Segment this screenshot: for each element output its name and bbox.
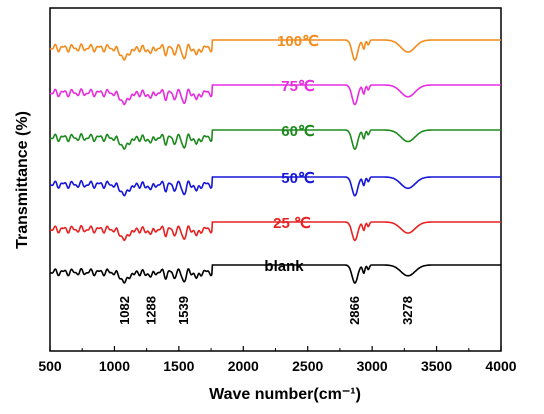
peak-label: 1539 [176,296,191,325]
x-axis-title: Wave number(cm⁻¹) [209,386,361,403]
peak-label: 3278 [400,296,415,325]
series-label: 100℃ [277,33,319,50]
peak-label: 1288 [144,296,159,325]
peak-label: 1082 [117,296,132,325]
x-tick-label: 3000 [357,358,388,374]
x-tick-label: 2500 [292,358,323,374]
x-tick-label: 1500 [163,358,194,374]
x-tick-label: 1000 [99,358,130,374]
x-tick-label: 2000 [228,358,259,374]
series-label: 60℃ [281,123,315,140]
y-axis-title: Transmittance (%) [14,111,31,249]
series-group: 100℃ 75℃ 60℃ 50℃ 25 ℃ blank [49,33,501,284]
series-line [49,129,501,151]
series-line [49,264,501,284]
series-line [49,84,501,106]
series-line [49,39,501,61]
x-tick-label: 3500 [421,358,452,374]
x-tick-label: 4000 [485,358,516,374]
peak-label: 2866 [347,296,362,325]
series-line [49,221,501,242]
series-label: 75℃ [281,78,315,95]
series-label: 50℃ [281,170,315,187]
x-tick-label: 500 [38,358,62,374]
series-label: 25 ℃ [273,215,311,232]
peak-labels: 1082 1288 1539 2866 3278 [117,296,415,325]
series-label: blank [264,258,304,275]
x-axis: 500 1000 1500 2000 2500 3000 3500 4000 [38,346,517,374]
series-line [49,176,501,197]
